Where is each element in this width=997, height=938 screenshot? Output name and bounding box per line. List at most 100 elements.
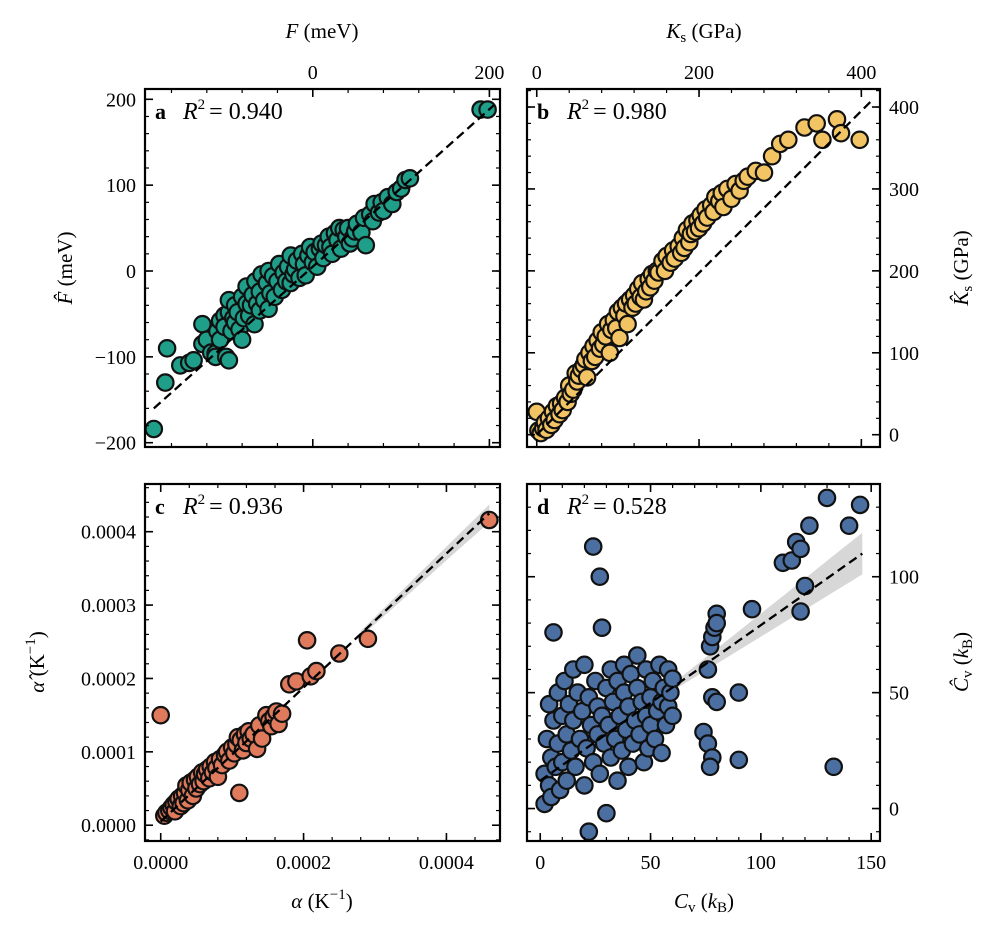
panel-b-frame (525, 87, 882, 449)
panel-a-point (156, 373, 175, 392)
panel-a-ytick-label: 0 (126, 261, 136, 283)
panel-b-ylabel: K̂s (GPa) (949, 230, 976, 306)
panel-c-ytick-label: 0.0000 (81, 815, 136, 837)
panel-d-point (557, 771, 576, 790)
panel-d-point (583, 537, 603, 556)
panel-d-point (575, 655, 594, 675)
panel-a-r2: R2 = 0.940 (182, 97, 283, 125)
panel-a-ytick-label: 100 (106, 175, 136, 197)
panel-b-ytick-label: 100 (889, 343, 919, 365)
panel-b-point (831, 123, 851, 143)
panel-d-point (652, 743, 671, 763)
panel-b: 0 200 400 0 100 200 300 400 b R2 = 0.980 Ks (GPa… (525, 19, 976, 449)
panel-b-point (778, 130, 798, 150)
panel-b-point (618, 314, 637, 334)
panel-d-r2: R2 = 0.528 (566, 492, 667, 520)
panel-d-point (791, 602, 810, 621)
panel-c-xlabel: α (K−1) (291, 887, 352, 913)
panel-d-frame (525, 482, 882, 843)
panel-b-ytick-label: 200 (889, 261, 919, 283)
panel-d-point (566, 757, 585, 777)
panel-c-fit-line (159, 512, 491, 823)
panel-c-xtick-label: 0.0000 (133, 852, 188, 874)
panel-d-point (791, 539, 810, 559)
panel-b-r2: R2 = 0.980 (566, 97, 667, 125)
panel-d-confidence-band (672, 532, 863, 691)
panel-b-ytick-label: 0 (889, 425, 899, 447)
panel-d-point (824, 757, 843, 777)
panel-a-xtick-label: 200 (474, 62, 504, 84)
panel-c-ylabel: α̂ (K−1) (23, 631, 49, 692)
panel-c-point (297, 630, 317, 650)
panel-c-xtick-label: 0.0002 (276, 852, 331, 874)
panel-b-ytick-label: 300 (889, 179, 919, 201)
panel-b-point (754, 163, 774, 182)
panel-d-point (800, 516, 819, 535)
panel-d-point (663, 706, 682, 726)
panel-b-ytick-label: 400 (889, 97, 919, 119)
panel-d-xtick-label: 150 (856, 852, 886, 874)
panel-c-ytick-label: 0.0004 (81, 522, 136, 544)
panel-a-point (356, 235, 376, 255)
panel-c-ytick-label: 0.0003 (81, 595, 136, 617)
panel-b-point (850, 130, 869, 150)
panel-d-point (619, 757, 638, 777)
panel-a-frame (143, 87, 502, 449)
panel-c-xtick-label: 0.0004 (419, 852, 474, 874)
panel-c-axes: 0.0000 0.0002 0.0004 0.0000 0.0001 0.0002 0.00… (81, 484, 500, 874)
panel-b-xtick-label: 200 (684, 62, 714, 84)
panel-d-xtick-label: 0 (535, 852, 545, 874)
panel-b-fit-line (535, 98, 875, 436)
panel-a-point (184, 350, 203, 370)
panel-c-ytick-label: 0.0001 (81, 742, 136, 764)
panel-d-ytick-label: 50 (889, 683, 909, 705)
panel-d-point (590, 567, 610, 586)
panel-d-point (627, 646, 647, 665)
panel-b-point (610, 328, 629, 348)
panel-b-xtick-label: 0 (532, 62, 542, 84)
panel-c: 0.0000 0.0002 0.0004 0.0000 0.0001 0.0002 0.00… (23, 482, 502, 913)
panel-d-point (597, 803, 616, 823)
panel-d-point (579, 822, 599, 841)
panel-c-frame (143, 482, 502, 843)
panel-c-ytick-label: 0.0002 (81, 668, 136, 690)
panel-a-ylabel: F̂ (meV) (53, 232, 77, 306)
panel-a-point (232, 330, 252, 349)
panel-a-ytick-label: 200 (106, 89, 136, 111)
panel-d-point (742, 599, 762, 619)
panel-a-fit-line (153, 104, 495, 410)
panel-d-point (850, 495, 870, 515)
panel-a-point (219, 350, 239, 370)
panel-a-ytick-label: −200 (95, 433, 136, 455)
panel-c-point (358, 629, 378, 649)
panel-d-point (795, 576, 815, 596)
panel-d-ylabel: Ĉv (kB) (949, 632, 976, 692)
panel-d-point (817, 488, 837, 508)
panel-d-point (839, 516, 859, 535)
panel-c-point (252, 729, 272, 748)
panel-b-xlabel: Ks (GPa) (665, 19, 741, 46)
panel-d-point (592, 618, 612, 637)
panel-d-axes: 0 50 100 150 0 50 100 (527, 483, 919, 874)
panel-c-point (230, 783, 249, 803)
panel-c-point (151, 705, 170, 725)
panel-b-axes: 0 200 400 0 100 200 300 400 (527, 62, 919, 447)
panel-b-xtick-label: 400 (846, 62, 876, 84)
panel-a-axes: 0 200 −200 −100 0 100 200 (95, 62, 505, 455)
panel-c-r2: R2 = 0.936 (182, 492, 283, 520)
panel-d-fit-line (539, 552, 864, 782)
panel-a-letter: a (155, 99, 166, 124)
panel-d-point (707, 613, 726, 633)
panel-d-point (575, 776, 594, 795)
panel-d-xtick-label: 50 (641, 852, 661, 874)
panel-a-xlabel: F (meV) (285, 19, 359, 43)
panel-d-point (729, 683, 749, 702)
panel-b-point (807, 114, 826, 133)
panel-a-point (193, 314, 212, 334)
panel-d-ytick-label: 100 (889, 567, 919, 589)
panel-a-xtick-label: 0 (308, 62, 318, 84)
panel-b-point (813, 130, 832, 150)
panel-d-point (544, 623, 563, 642)
